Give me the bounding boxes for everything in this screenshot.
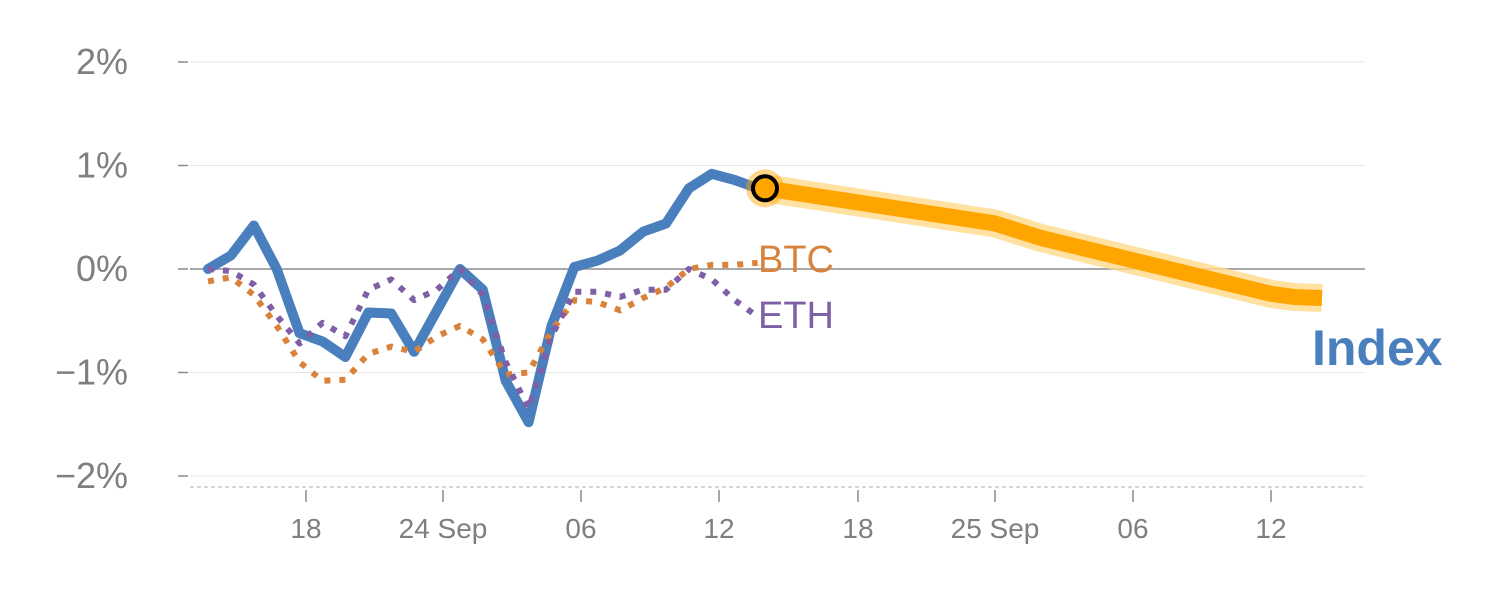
series-line-index-forecast	[763, 180, 1323, 306]
y-tick-label: 0%	[76, 248, 128, 289]
x-tick-label: 18	[290, 513, 321, 544]
y-axis: 2% 1% 0% −1% −2%	[55, 41, 188, 496]
x-tick-label: 12	[1255, 513, 1286, 544]
y-tick-label: −2%	[55, 455, 128, 496]
y-tick-label: 1%	[76, 145, 128, 186]
series-label-btc: BTC	[758, 239, 834, 281]
gridlines	[190, 61, 1365, 488]
series-line-btc	[207, 259, 758, 384]
y-tick-label: −1%	[55, 352, 128, 393]
x-tick-label: 24 Sep	[399, 513, 488, 544]
x-tick-label: 25 Sep	[951, 513, 1040, 544]
series-line-index	[203, 168, 763, 428]
series-line-eth	[207, 266, 760, 412]
series-label-eth: ETH	[758, 295, 834, 337]
x-tick-label: 06	[565, 513, 596, 544]
series-layer	[203, 168, 1323, 428]
x-tick-label: 06	[1117, 513, 1148, 544]
series-label-index: Index	[1312, 320, 1443, 376]
marker-layer	[746, 169, 784, 208]
x-tick-label: 12	[703, 513, 734, 544]
x-axis: 18 24 Sep 06 12 18 25 Sep 06 12	[290, 490, 1287, 544]
forecast-start-marker	[751, 174, 779, 203]
y-tick-label: 2%	[76, 41, 128, 82]
x-tick-label: 18	[842, 513, 873, 544]
